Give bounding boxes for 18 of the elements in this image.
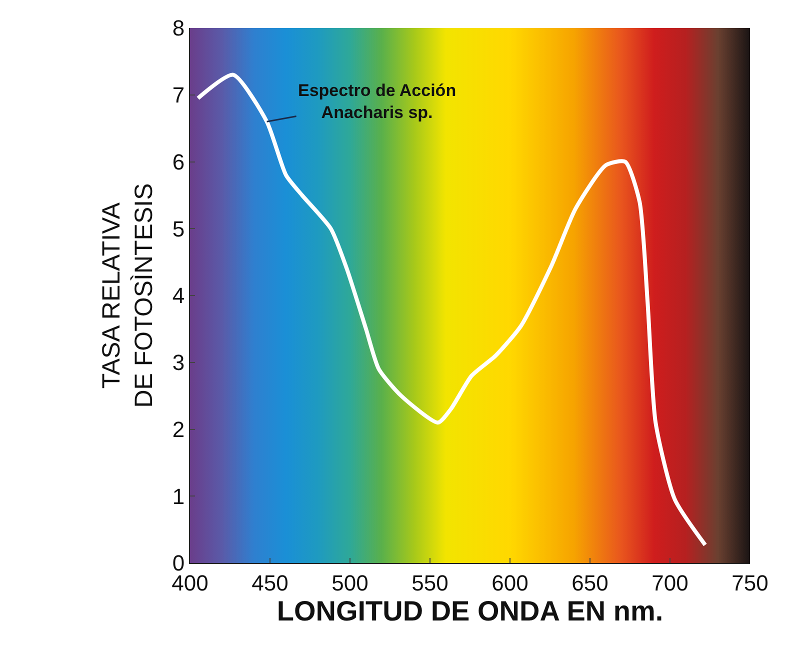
y-tick-label: 5 <box>172 216 185 242</box>
x-tick-label: 500 <box>332 570 368 596</box>
y-tick-label: 2 <box>172 416 185 442</box>
x-tick-label: 600 <box>492 570 528 596</box>
y-tick-label: 8 <box>172 16 185 41</box>
annotation: Espectro de Acción Anacharis sp. <box>298 81 456 122</box>
x-tick-label: 750 <box>732 570 768 596</box>
y-axis-title: TASA RELATIVA DE FOTOSÌNTESIS <box>98 183 158 408</box>
x-axis-title: LONGITUD DE ONDA EN nm. <box>276 596 664 626</box>
x-tick-label: 550 <box>412 570 448 596</box>
x-tick-label: 450 <box>252 570 288 596</box>
y-tick-label: 3 <box>172 350 185 376</box>
x-tick-label: 650 <box>572 570 608 596</box>
y-tick-label: 1 <box>172 484 185 509</box>
y-tick-label: 7 <box>172 82 185 108</box>
y-tick-label: 4 <box>172 283 185 308</box>
x-tick-label: 700 <box>652 570 688 596</box>
y-tick-label: 6 <box>172 149 185 174</box>
